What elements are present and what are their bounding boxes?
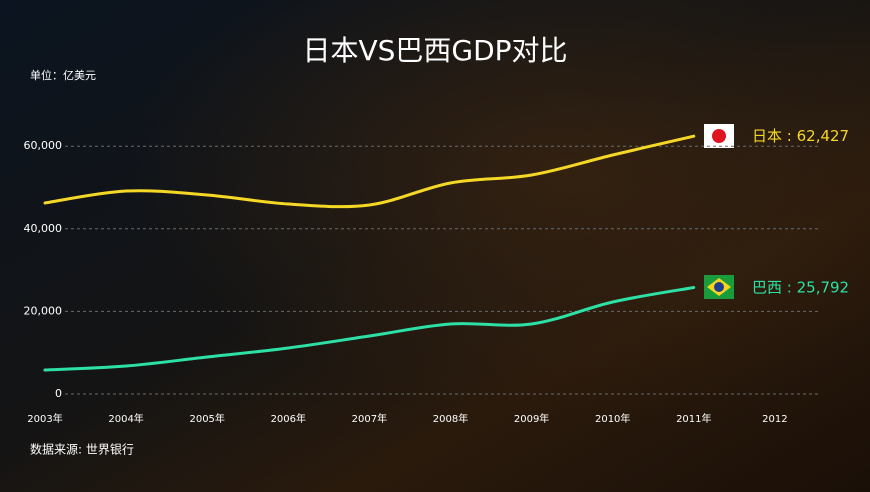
- y-tick-label: 20,000: [24, 304, 63, 317]
- source-label: 数据来源: 世界银行: [30, 442, 134, 457]
- value-label: 25,792: [797, 278, 850, 296]
- value-label: 62,427: [797, 127, 850, 145]
- x-tick-label: 2004年: [108, 412, 143, 425]
- flag-japan: [704, 124, 734, 148]
- x-tick-label: 2005年: [189, 412, 224, 425]
- series-name: 日本: [752, 127, 782, 145]
- x-tick-label: 2010年: [595, 412, 630, 425]
- x-tick-label: 2011年: [676, 412, 711, 425]
- series-name: 巴西: [752, 278, 782, 296]
- flag-circle: [714, 282, 724, 292]
- x-tick-label: 2008年: [433, 412, 468, 425]
- x-tick-label: 2009年: [514, 412, 549, 425]
- y-tick-label: 40,000: [24, 222, 63, 235]
- x-tick-label: 2012: [762, 414, 787, 425]
- end-label: 巴西 : 25,792: [752, 278, 849, 296]
- x-tick-label: 2003年: [27, 412, 62, 425]
- series-line: [43, 285, 696, 372]
- end-label: 日本 : 62,427: [752, 127, 849, 145]
- label-separator: :: [782, 278, 797, 296]
- flag-brazil: [704, 275, 734, 299]
- y-tick-label: 60,000: [24, 139, 63, 152]
- x-tick-label: 2006年: [271, 412, 306, 425]
- unit-label: 单位：亿美元: [30, 68, 96, 82]
- series-line: [43, 134, 696, 209]
- flag-disc: [712, 129, 726, 143]
- y-tick-label: 0: [55, 387, 62, 400]
- label-separator: :: [782, 127, 797, 145]
- chart-title: 日本VS巴西GDP对比: [302, 34, 567, 67]
- x-tick-label: 2007年: [352, 412, 387, 425]
